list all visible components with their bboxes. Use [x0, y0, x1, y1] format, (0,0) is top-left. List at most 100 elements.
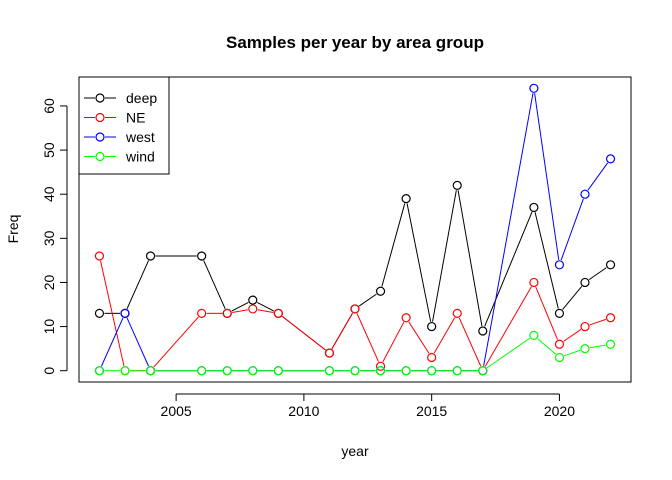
legend-item-NE: NE — [84, 110, 145, 126]
data-point-deep — [478, 326, 488, 336]
data-point-wind — [401, 366, 411, 376]
data-point-NE — [324, 348, 335, 358]
data-point-deep — [452, 180, 462, 190]
data-point-deep — [554, 308, 565, 318]
series-segment — [457, 190, 483, 327]
series-segment — [564, 349, 581, 357]
data-point-wind — [273, 366, 283, 376]
series-segment — [257, 309, 274, 313]
data-point-deep — [580, 277, 590, 288]
data-point-deep — [529, 202, 539, 213]
data-point-wind — [478, 366, 488, 376]
series-segment — [406, 203, 432, 322]
y-tick-label: 20 — [41, 274, 57, 290]
series-segment — [484, 211, 533, 327]
series-segment — [535, 286, 558, 340]
data-point-wind — [529, 330, 539, 341]
x-tick-label: 2015 — [416, 403, 447, 419]
series-segment — [231, 301, 249, 312]
data-point-west — [529, 83, 539, 93]
data-point-NE — [605, 313, 616, 323]
series-segment — [484, 286, 532, 367]
x-axis-label: year — [341, 443, 369, 459]
series-segment — [432, 190, 457, 322]
series-segment — [153, 316, 199, 368]
data-point-deep — [145, 251, 156, 261]
legend-label: wind — [125, 149, 155, 165]
series-segment — [356, 313, 379, 362]
series-segment — [281, 316, 326, 351]
legend-marker — [95, 93, 105, 103]
legend-label: deep — [126, 90, 157, 106]
data-point-wind — [375, 366, 386, 376]
series-segment — [534, 212, 559, 309]
data-point-wind — [324, 366, 335, 376]
data-point-NE — [529, 277, 539, 288]
data-point-wind — [248, 366, 258, 376]
legend-item-deep: deep — [84, 90, 157, 106]
series-segment — [408, 321, 430, 354]
data-point-wind — [605, 339, 616, 349]
series-segment — [100, 260, 125, 366]
series-segment — [486, 337, 531, 369]
y-tick-label: 0 — [41, 367, 57, 375]
y-axis-label: Freq — [5, 215, 21, 244]
legend-box — [78, 76, 170, 175]
series-deep — [94, 180, 616, 358]
series-segment — [562, 285, 583, 310]
series-segment — [256, 301, 275, 312]
series-segment — [560, 198, 584, 261]
series-segment — [381, 203, 406, 287]
y-tick-label: 60 — [41, 98, 57, 114]
data-point-NE — [401, 313, 411, 323]
data-point-wind — [120, 366, 130, 376]
series-segment — [537, 338, 556, 355]
data-point-west — [580, 189, 590, 199]
series-segment — [483, 93, 534, 366]
data-point-deep — [401, 194, 411, 204]
data-point-wind — [222, 366, 232, 376]
y-axis: 0 10 20 30 40 50 60 — [41, 98, 68, 375]
data-point-deep — [94, 308, 105, 318]
legend-marker — [95, 112, 105, 123]
series-segment — [382, 321, 405, 363]
x-axis: 2005 2010 2015 2020 — [161, 393, 575, 419]
data-point-NE — [197, 308, 207, 318]
legend-marker — [95, 151, 105, 162]
data-point-west — [554, 260, 565, 270]
data-point-deep — [427, 321, 437, 332]
data-point-NE — [248, 304, 258, 314]
data-point-NE — [554, 339, 565, 349]
y-tick-label: 10 — [41, 319, 57, 335]
legend-marker — [95, 132, 105, 142]
series-wind — [94, 330, 616, 376]
series-west — [94, 83, 616, 376]
x-tick-label: 2005 — [161, 403, 192, 419]
legend-label: west — [125, 129, 155, 145]
data-point-wind — [452, 366, 462, 376]
data-point-deep — [248, 295, 258, 305]
data-point-wind — [197, 366, 207, 376]
series-segment — [232, 309, 248, 313]
series-segment — [358, 293, 377, 307]
series-segment — [563, 329, 582, 342]
data-point-west — [605, 154, 616, 164]
series-segment — [433, 317, 456, 354]
series-segment — [589, 344, 606, 349]
series-segment — [126, 317, 149, 367]
data-point-wind — [94, 366, 105, 376]
data-point-NE — [222, 308, 232, 318]
series-NE — [94, 251, 616, 376]
series-layer — [94, 83, 616, 376]
legend-item-west: west — [84, 129, 155, 145]
data-point-deep — [605, 260, 616, 270]
data-point-west — [120, 308, 130, 318]
series-segment — [458, 317, 482, 367]
series-segment — [126, 260, 149, 309]
data-point-NE — [375, 361, 386, 371]
legend: deep NE west wind — [78, 76, 170, 175]
legend-item-wind: wind — [84, 149, 155, 165]
y-tick-label: 40 — [41, 186, 57, 202]
chart-title: Samples per year by area group — [226, 33, 484, 52]
